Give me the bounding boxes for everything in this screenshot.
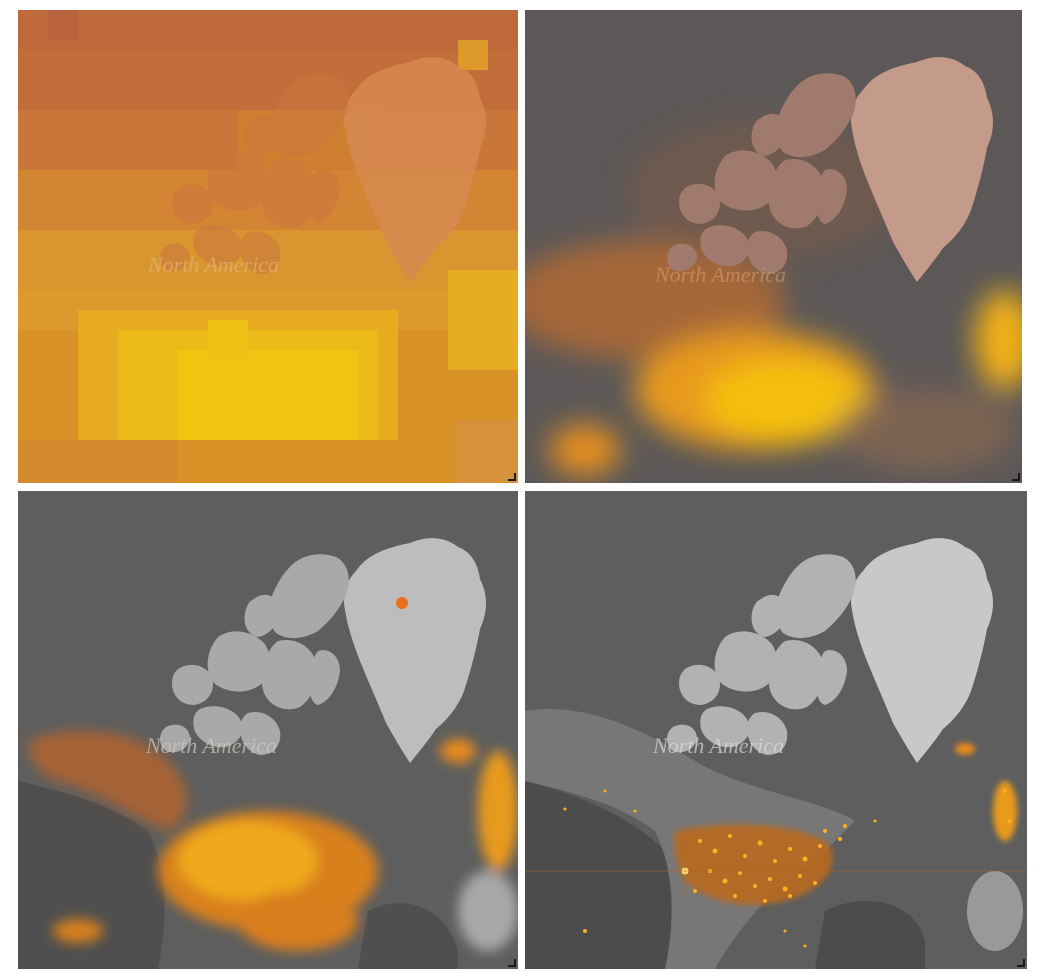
corner-mark [1017, 959, 1025, 967]
light-spot [396, 597, 408, 609]
ocean-dark [18, 781, 458, 969]
glow-layer [674, 743, 1017, 905]
corner-mark [1012, 473, 1020, 481]
map-panel-bottom-left: North America [18, 491, 518, 969]
coarse-light-map: North America [18, 10, 518, 483]
fine-light-map: North America [18, 491, 518, 969]
map-label: North America [147, 252, 279, 277]
glow-layer [28, 730, 518, 951]
corner-mark [508, 959, 516, 967]
medium-light-map: North America [525, 10, 1022, 483]
map-panel-top-right: North America [525, 10, 1022, 483]
map-panel-bottom-right: North America [525, 491, 1027, 969]
city-lights [563, 789, 1012, 948]
glow-layer [525, 120, 1022, 475]
map-label: North America [652, 733, 784, 758]
map-label: North America [654, 262, 786, 287]
corner-mark [508, 473, 516, 481]
ocean-dark [525, 781, 925, 969]
map-panel-top-left: North America [18, 10, 518, 483]
finest-light-map: North America [525, 491, 1027, 969]
map-label: North America [145, 733, 277, 758]
